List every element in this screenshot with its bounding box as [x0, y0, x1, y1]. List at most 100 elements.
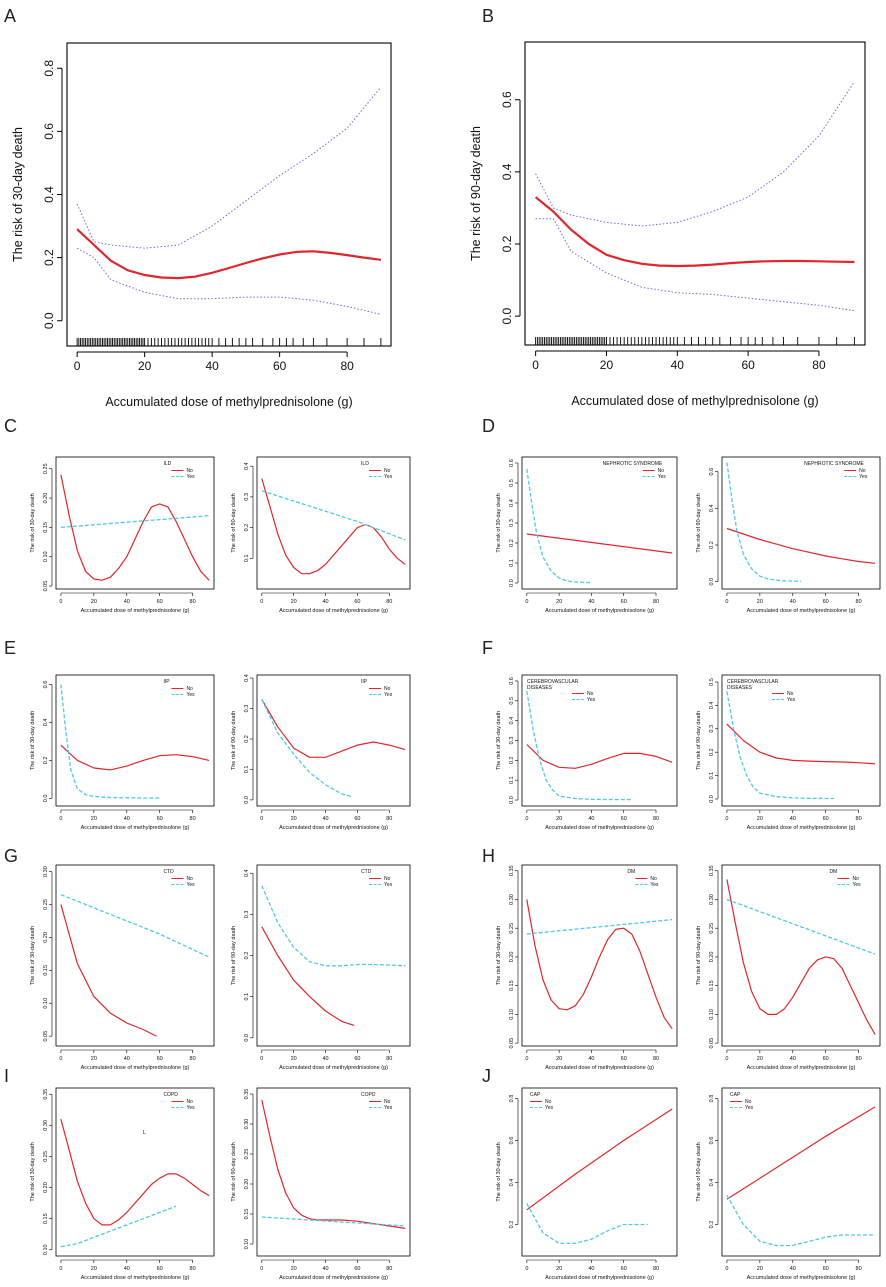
x-tick-label: 0 — [59, 1056, 62, 1062]
y-axis: 0.10 0.15 0.20 0.25 0.30 0.35 — [43, 1089, 53, 1255]
plot-frame — [55, 864, 215, 1047]
y-axis-label: The risk of 30-day death — [496, 926, 502, 985]
y-tick-label: 0.1 — [509, 559, 515, 567]
legend-label-yes: Yes — [186, 474, 195, 480]
y-axis: 0.2 0.4 0.6 0.8 — [509, 1095, 519, 1229]
y-tick-label: 0.2 — [509, 1221, 515, 1229]
x-tick-label: 60 — [273, 359, 287, 373]
y-tick-label: 0.0 — [500, 307, 514, 324]
plot-frame — [55, 456, 215, 590]
y-tick-label: 0.6 — [509, 459, 515, 467]
series-line-no — [60, 744, 210, 771]
panel-letter-a: A — [4, 6, 16, 26]
legend-label-yes: Yes — [186, 692, 195, 698]
legend-title: COPD — [361, 1092, 376, 1098]
y-tick-label: 0.15 — [709, 980, 715, 991]
y-tick-label: 0.5 — [509, 479, 515, 487]
y-tick-label: 0.0 — [509, 796, 515, 804]
y-tick-label: 0.20 — [509, 952, 515, 963]
x-tick-label: 80 — [653, 599, 659, 605]
x-tick-label: 60 — [621, 1056, 627, 1062]
y-axis-label: The risk of 30-day death — [496, 1142, 502, 1201]
panel-letter-d: D — [482, 416, 495, 436]
y-tick-label: 0.20 — [43, 932, 49, 943]
y-tick-label: 0.25 — [709, 923, 715, 934]
y-tick-label: 0.2 — [709, 1221, 715, 1229]
x-tick-label: 0 — [525, 1266, 528, 1272]
plot-frame — [55, 674, 215, 807]
series-line-lower-95-ci — [76, 247, 382, 315]
plot-frame — [256, 456, 411, 590]
x-axis: 0 20 40 60 80 — [59, 592, 196, 605]
y-axis: 0.0 0.1 0.2 0.3 0.4 0.5 0.6 — [509, 677, 519, 804]
y-tick-label: 0.1 — [244, 766, 250, 774]
legend-title: CEREBROVASCULAR — [727, 679, 779, 685]
panel-letter-b: B — [482, 6, 494, 26]
x-axis-label: Accumulated dose of methylprednisolone (… — [747, 825, 856, 831]
y-tick-label: 0.25 — [509, 923, 515, 934]
x-tick-label: 60 — [621, 816, 627, 822]
x-tick-label: 0 — [59, 599, 62, 605]
x-tick-label: 20 — [556, 1056, 562, 1062]
x-tick-label: 0 — [59, 1266, 62, 1272]
y-tick-label: 0.05 — [709, 1038, 715, 1049]
y-axis-label: The risk of 30-day death — [30, 1142, 36, 1201]
y-tick-label: 0.05 — [509, 1038, 515, 1049]
y-tick-label: 0.10 — [43, 1244, 49, 1255]
series-line-yes — [526, 918, 673, 935]
y-axis-label: The risk of 90-day death — [231, 493, 237, 552]
x-tick-label: 40 — [790, 816, 796, 822]
series-line-upper-95-ci — [535, 81, 855, 227]
plot-frame — [721, 456, 881, 590]
x-axis: 0 20 40 60 80 — [59, 1259, 196, 1272]
y-tick-label: 0.4 — [244, 462, 250, 470]
plot-frame — [256, 674, 411, 807]
legend-label-yes: Yes — [650, 882, 659, 888]
x-tick-label: 40 — [205, 359, 219, 373]
x-tick-label: 0 — [260, 1056, 263, 1062]
x-tick-label: 0 — [260, 599, 263, 605]
x-tick-label: 20 — [757, 816, 763, 822]
x-tick-label: 60 — [354, 599, 360, 605]
series-line-no — [60, 474, 210, 581]
series-line-no — [726, 527, 876, 564]
y-tick-label: 0.30 — [709, 894, 715, 905]
y-tick-label: 0.8 — [42, 60, 56, 77]
y-tick-label: 0.6 — [509, 677, 515, 685]
x-tick-label: 0 — [525, 1056, 528, 1062]
y-axis: 0.0 0.1 0.2 0.3 0.4 0.5 — [709, 678, 719, 803]
panel-letter-i: I — [4, 1066, 9, 1086]
x-axis-label: Accumulated dose of methylprednisolone (… — [105, 395, 352, 409]
legend-title: ILD — [361, 461, 369, 467]
y-axis-label: The risk of 30-day death — [30, 711, 36, 770]
x-tick-label: 60 — [157, 816, 163, 822]
legend-label-yes: Yes — [384, 882, 393, 888]
y-tick-label: 0.2 — [509, 757, 515, 765]
x-axis-label: Accumulated dose of methylprednisolone (… — [545, 1065, 654, 1071]
y-axis-label: The risk of 90-day death — [231, 711, 237, 770]
y-tick-label: 0.4 — [509, 499, 515, 507]
legend-label-no: No — [384, 876, 391, 882]
y-tick-label: 0.6 — [709, 468, 715, 476]
x-tick-label: 40 — [322, 599, 328, 605]
legend-label-no: No — [545, 1099, 552, 1105]
y-tick-label: 0.25 — [244, 1149, 250, 1160]
x-axis: 0 20 40 60 80 — [525, 1259, 659, 1272]
y-tick-label: 0.10 — [244, 1239, 250, 1250]
x-axis-label: Accumulated dose of methylprednisolone (… — [279, 1065, 388, 1071]
y-tick-label: 0.3 — [509, 519, 515, 527]
legend-title: CEREBROVASCULAR — [527, 679, 579, 685]
y-axis: 0.05 0.10 0.15 0.20 0.25 — [43, 463, 53, 591]
y-tick-label: 0.15 — [244, 1209, 250, 1220]
x-tick-label: 80 — [190, 599, 196, 605]
plot-frame — [721, 864, 881, 1047]
x-axis: 0 20 40 60 80 — [525, 1049, 659, 1062]
x-tick-label: 40 — [124, 1056, 130, 1062]
panel-letter-f: F — [482, 638, 493, 658]
